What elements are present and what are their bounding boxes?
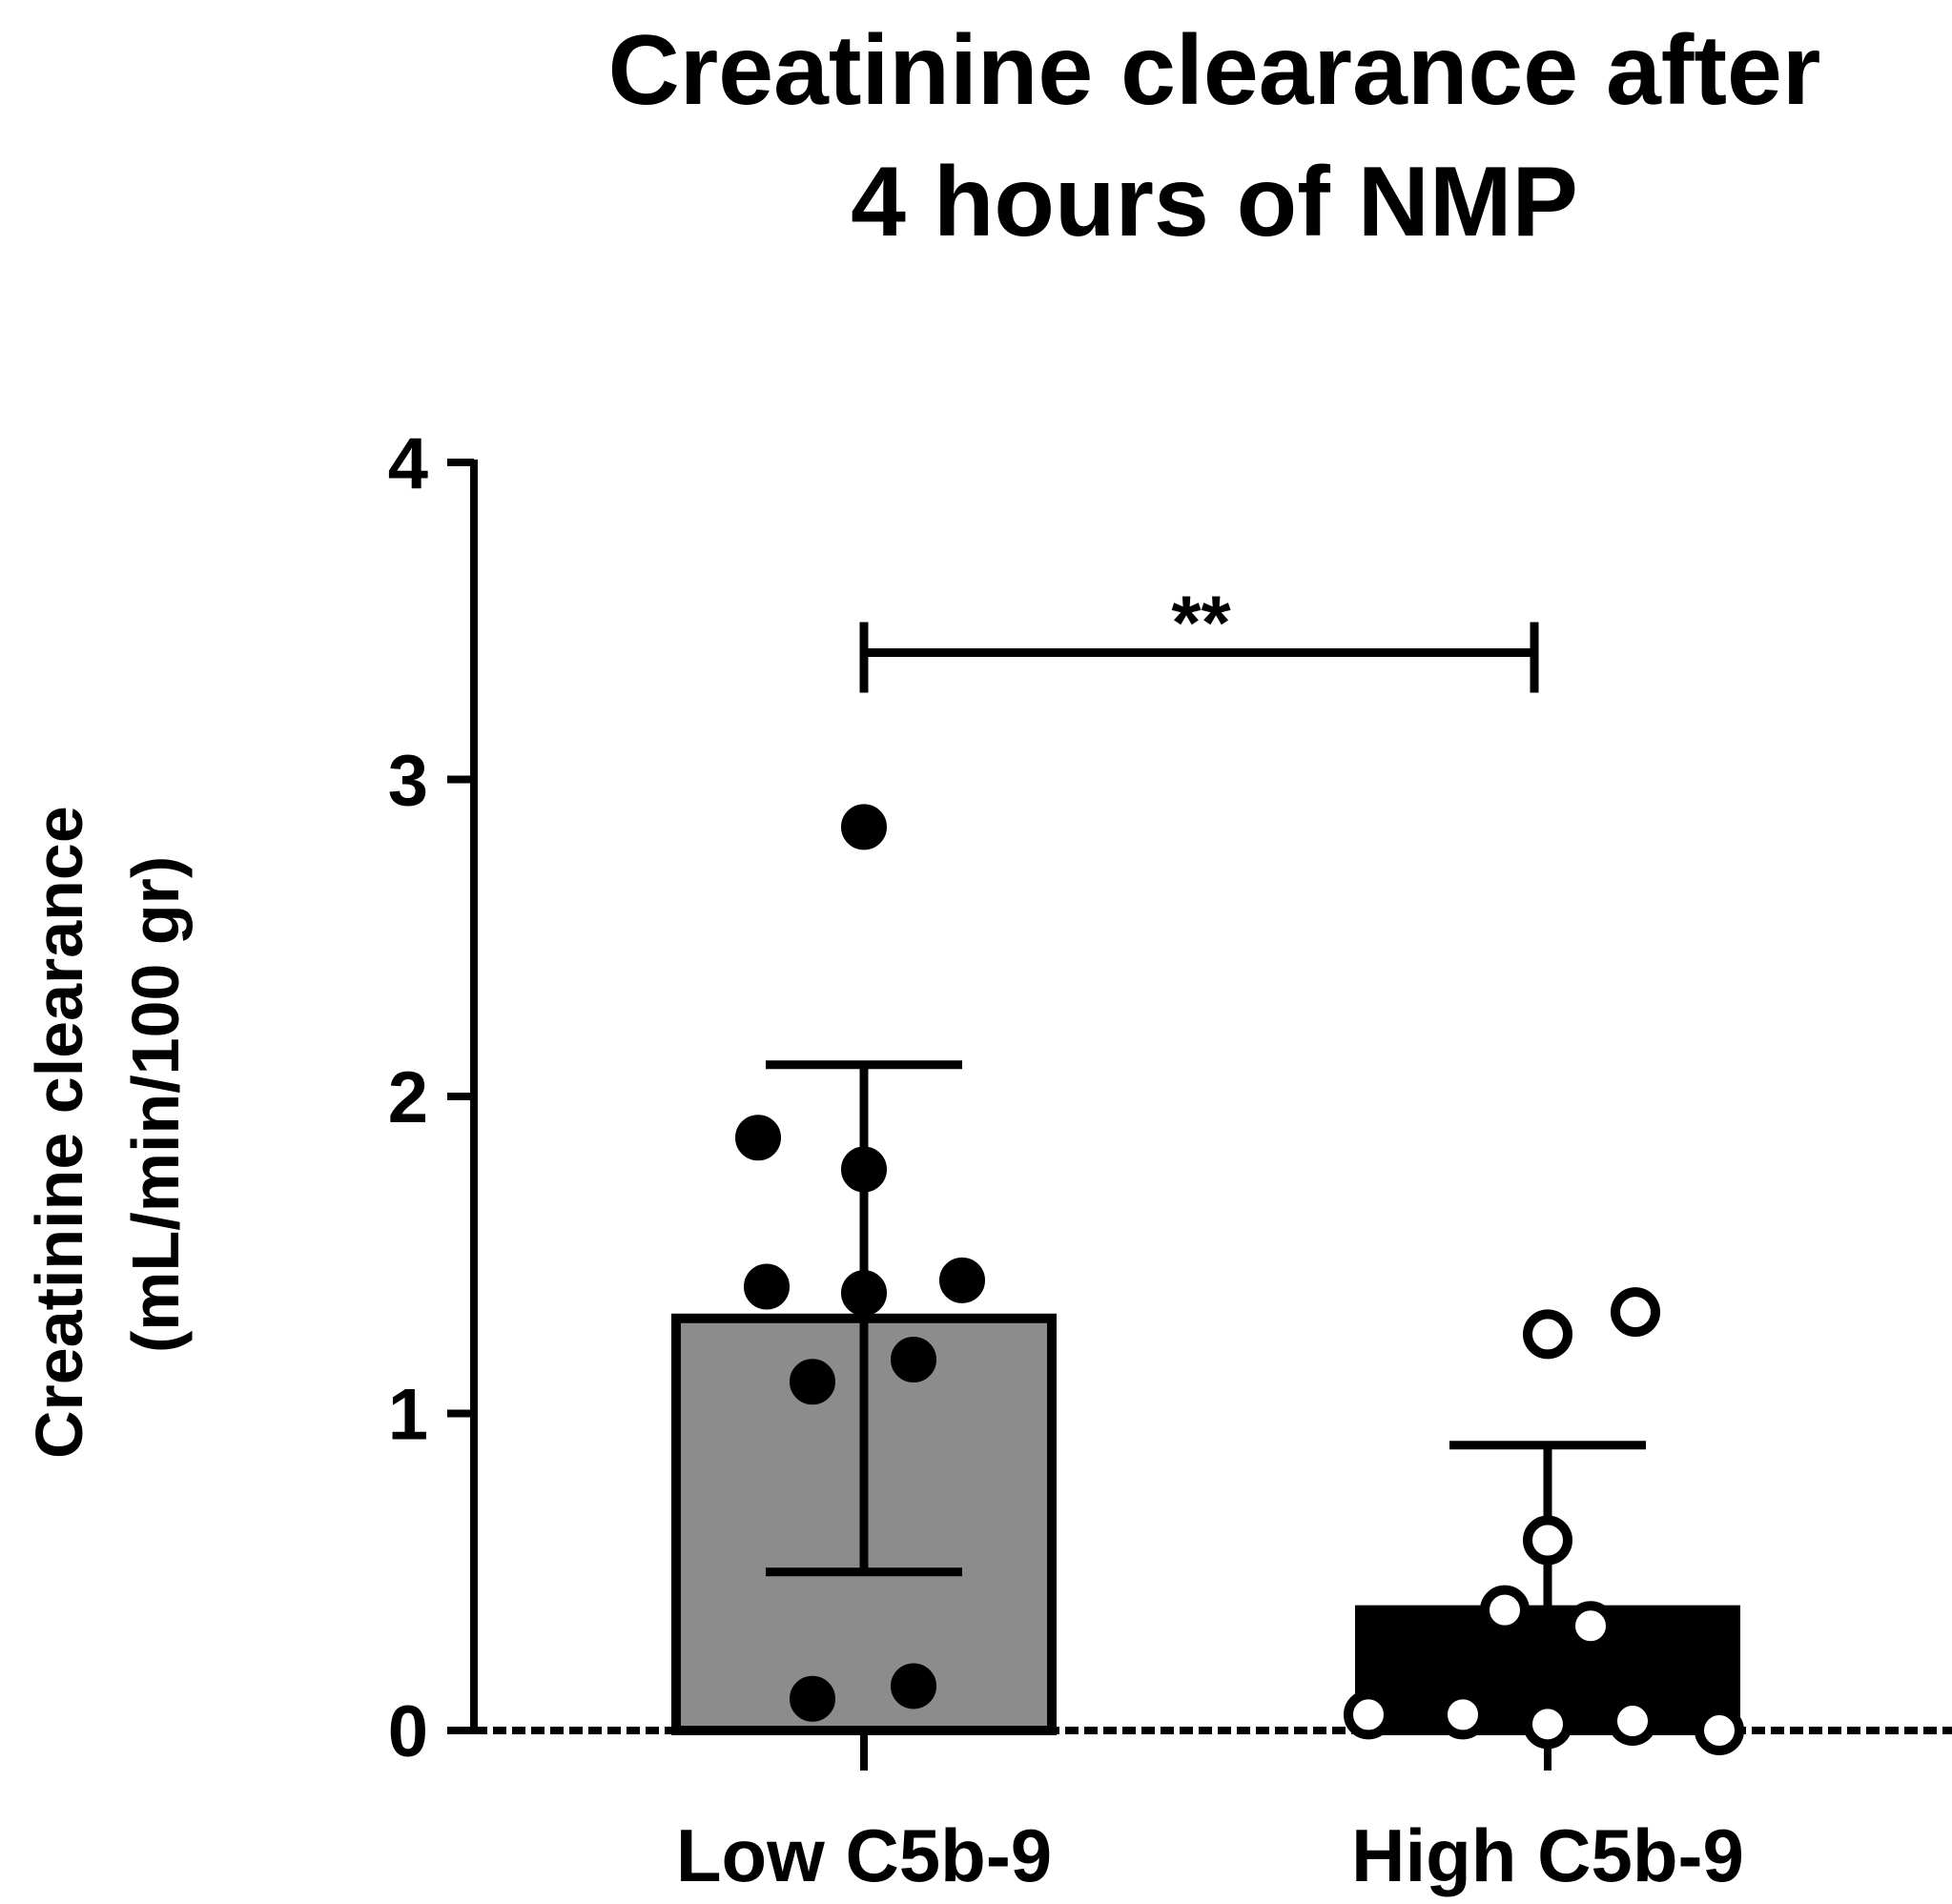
y-tick-label-1: 1 (388, 1375, 428, 1456)
data-point-1-6 (939, 1257, 985, 1303)
chart-title-line-1: Creatinine clearance after (607, 15, 1821, 126)
data-point-2-1 (1523, 1309, 1572, 1360)
x-category-label-2: High C5b-9 (1351, 1813, 1744, 1897)
data-point-1-4 (744, 1263, 790, 1310)
data-point-1-5 (841, 1270, 887, 1317)
data-point-2-3 (1523, 1515, 1572, 1566)
data-point-2-4 (1480, 1585, 1530, 1635)
y-tick-label-0: 0 (388, 1691, 428, 1772)
significance-label: ** (1171, 581, 1231, 665)
data-point-2-7 (1438, 1689, 1488, 1740)
chart-title-line-2: 4 hours of NMP (851, 147, 1578, 257)
data-point-2-5 (1566, 1601, 1615, 1651)
data-point-1-2 (735, 1115, 781, 1161)
data-point-1-8 (790, 1359, 835, 1405)
data-point-1-1 (841, 804, 887, 850)
y-tick-label-4: 4 (388, 423, 428, 504)
data-point-2-9 (1608, 1696, 1657, 1747)
data-point-2-2 (1611, 1287, 1660, 1338)
data-point-2-8 (1523, 1699, 1572, 1750)
data-point-1-3 (841, 1146, 887, 1193)
y-tick-label-2: 2 (388, 1057, 428, 1138)
data-point-1-9 (790, 1675, 835, 1722)
data-point-2-10 (1695, 1706, 1744, 1755)
y-tick-label-3: 3 (388, 741, 428, 822)
data-point-1-7 (891, 1336, 936, 1382)
data-point-1-10 (891, 1663, 936, 1710)
x-category-label-1: Low C5b-9 (676, 1813, 1052, 1897)
data-point-2-6 (1344, 1689, 1393, 1740)
